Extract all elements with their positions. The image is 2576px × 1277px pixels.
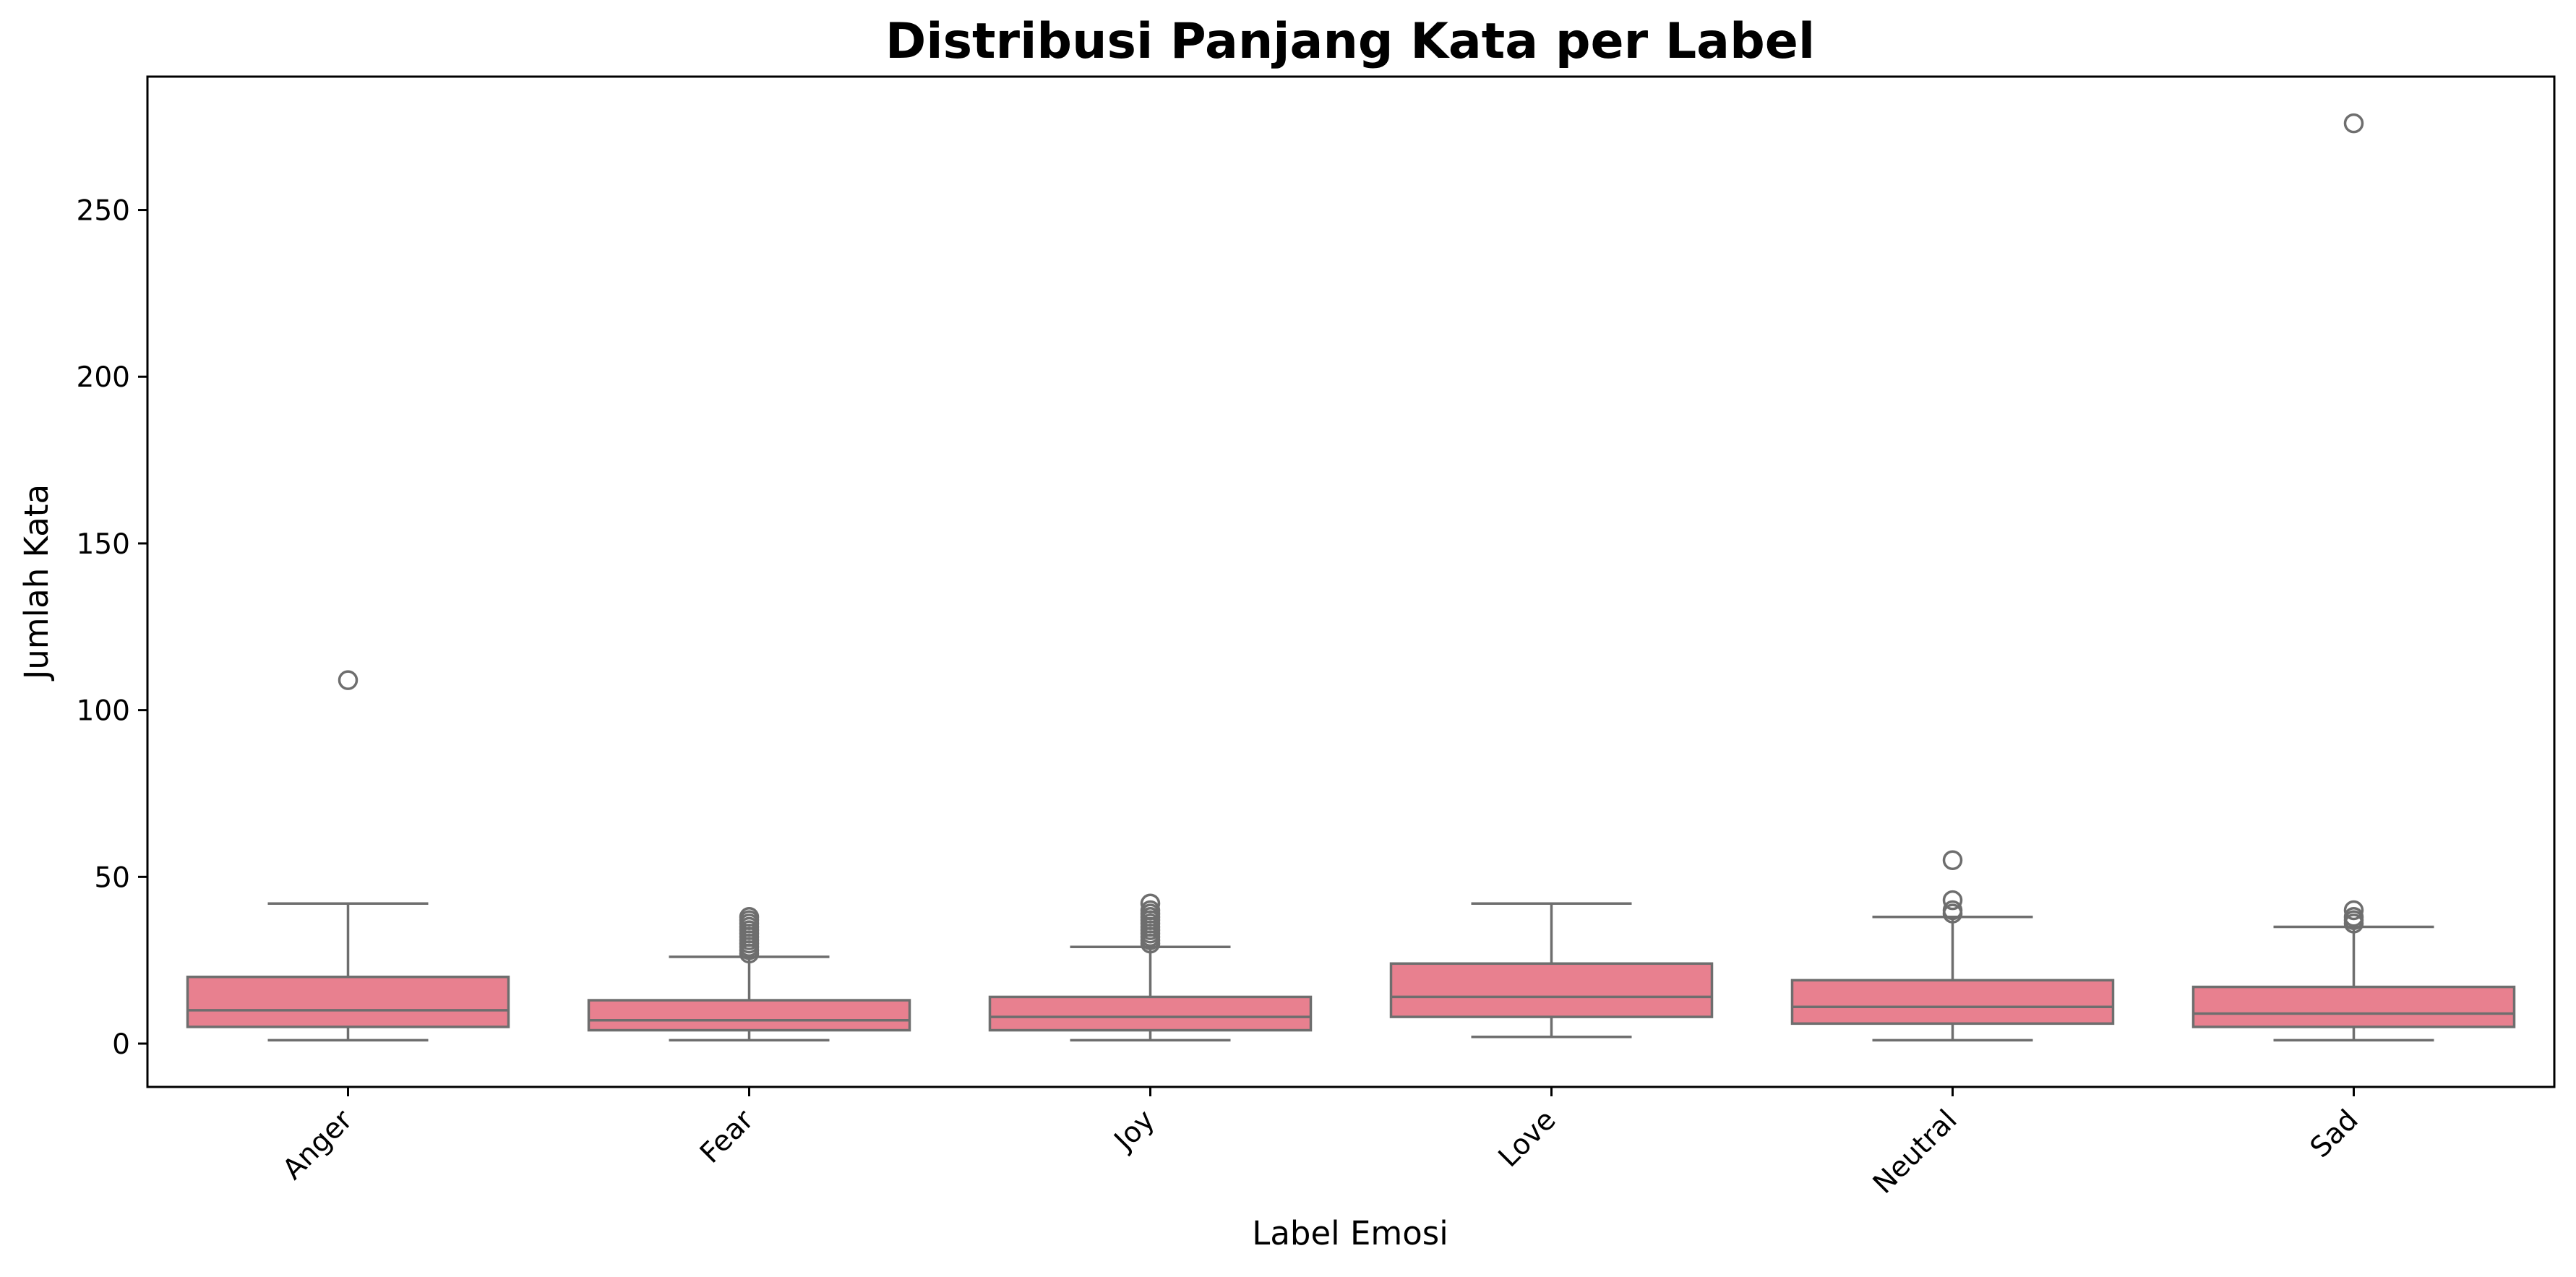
y-tick-label: 200 [77, 361, 130, 394]
outlier-point-fear [739, 906, 760, 927]
outlier-point-neutral [1942, 890, 1963, 911]
outlier-point-sad [2343, 113, 2364, 134]
chart-title: Distribusi Panjang Kata per Label [885, 13, 1815, 70]
box-love [1389, 962, 1714, 1018]
y-tick-label: 250 [77, 195, 130, 228]
outlier-point-joy [1140, 900, 1161, 921]
box-fear [587, 999, 911, 1032]
y-tick-label: 100 [77, 695, 130, 728]
box-sad [2191, 985, 2516, 1028]
outlier-point-neutral [1942, 900, 1963, 921]
outlier-point-anger [338, 670, 359, 690]
y-tick-label: 150 [77, 528, 130, 561]
outlier-point-sad [2343, 900, 2364, 921]
box-joy [988, 995, 1313, 1032]
x-axis-label: Label Emosi [1252, 1214, 1448, 1252]
outlier-point-sad [2343, 906, 2364, 927]
plot-frame [146, 75, 2556, 1088]
box-neutral [1790, 979, 2115, 1026]
y-tick-label: 0 [112, 1028, 130, 1061]
y-axis-label: Jumlah Kata [17, 484, 56, 682]
box-anger [186, 975, 510, 1028]
outlier-point-neutral [1942, 850, 1963, 871]
y-tick-label: 50 [94, 861, 130, 894]
outlier-point-joy [1140, 893, 1161, 913]
